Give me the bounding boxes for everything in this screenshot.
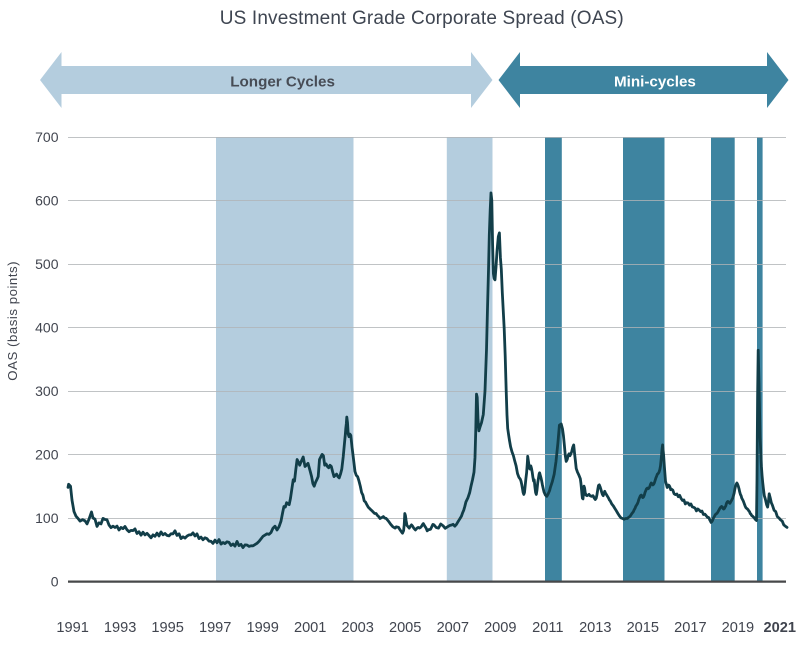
svg-text:2005: 2005 (389, 620, 421, 636)
svg-text:US Investment Grade Corporate: US Investment Grade Corporate Spread (OA… (220, 8, 624, 29)
svg-text:500: 500 (35, 256, 59, 272)
svg-text:400: 400 (35, 319, 59, 335)
svg-text:2013: 2013 (579, 620, 611, 636)
svg-text:300: 300 (35, 383, 59, 399)
svg-text:2011: 2011 (532, 620, 563, 636)
svg-text:1999: 1999 (246, 620, 278, 636)
svg-text:2015: 2015 (627, 620, 659, 636)
svg-text:200: 200 (35, 446, 59, 462)
svg-text:1995: 1995 (151, 620, 183, 636)
svg-text:2003: 2003 (341, 620, 373, 636)
svg-text:2019: 2019 (722, 620, 754, 636)
svg-text:2017: 2017 (674, 620, 706, 636)
svg-text:2021: 2021 (764, 620, 796, 636)
svg-text:Mini-cycles: Mini-cycles (614, 73, 696, 90)
svg-text:600: 600 (35, 192, 59, 208)
svg-text:OAS (basis points): OAS (basis points) (5, 261, 20, 381)
svg-text:700: 700 (35, 129, 59, 145)
svg-text:2001: 2001 (294, 620, 326, 636)
svg-text:100: 100 (35, 510, 59, 526)
svg-text:1993: 1993 (104, 620, 136, 636)
svg-text:1997: 1997 (199, 620, 231, 636)
svg-text:0: 0 (51, 573, 59, 589)
svg-text:1991: 1991 (56, 620, 88, 636)
svg-text:Longer Cycles: Longer Cycles (230, 73, 335, 90)
svg-text:2009: 2009 (484, 620, 516, 636)
svg-text:2007: 2007 (437, 620, 469, 636)
